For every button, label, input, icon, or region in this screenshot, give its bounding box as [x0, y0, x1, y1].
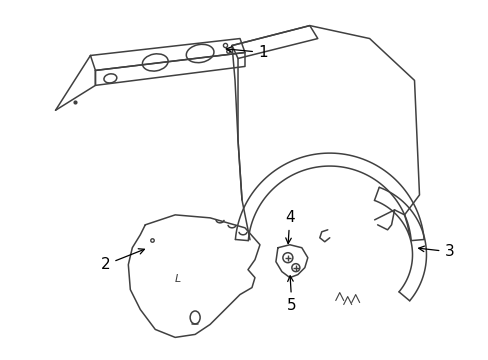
- Text: 4: 4: [285, 210, 294, 244]
- Text: 2: 2: [101, 249, 144, 272]
- Text: 5: 5: [286, 276, 296, 312]
- Text: 3: 3: [418, 244, 453, 259]
- Text: 1: 1: [226, 45, 267, 60]
- Text: $\it{L}$: $\it{L}$: [174, 272, 182, 284]
